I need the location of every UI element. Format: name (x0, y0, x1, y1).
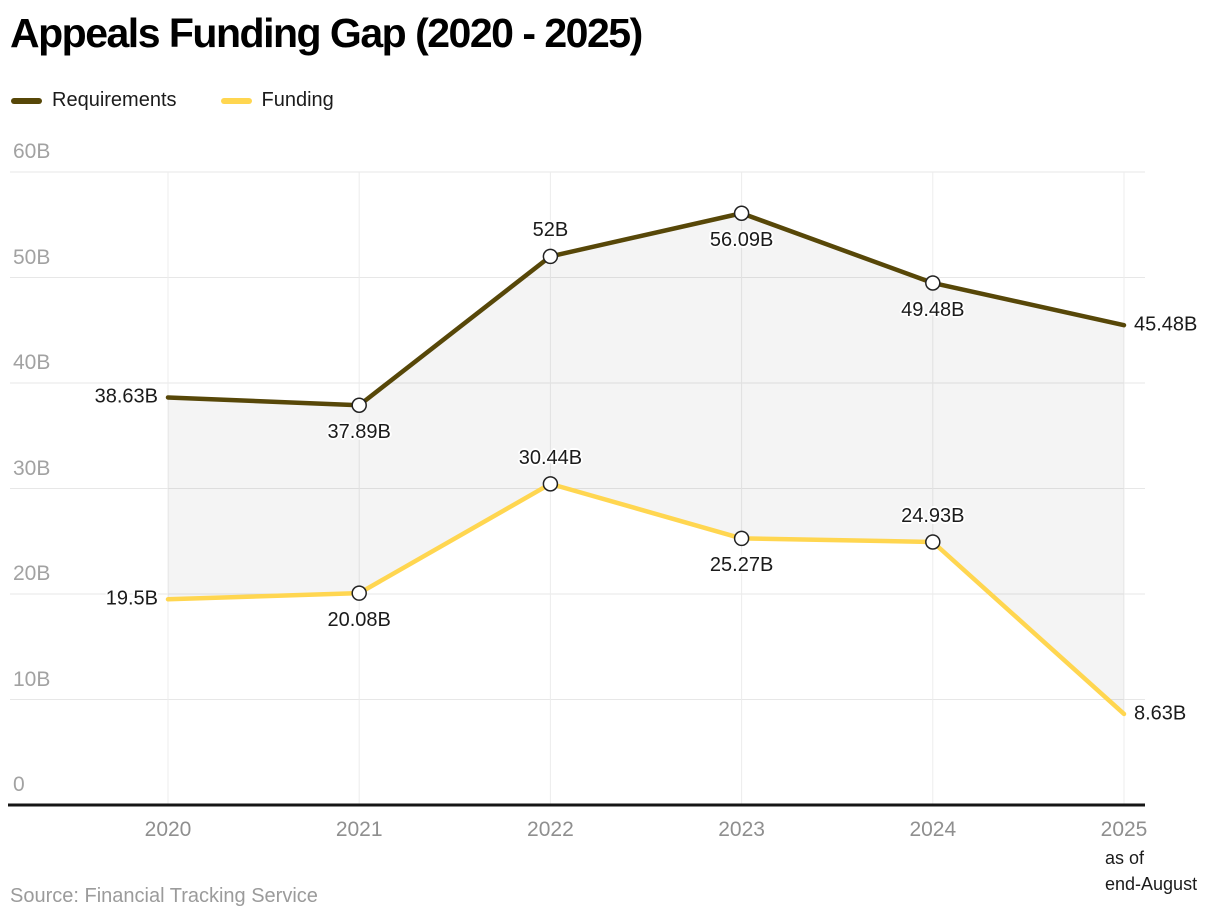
requirements-point-marker[interactable] (351, 397, 367, 414)
legend-item-funding: Funding (220, 89, 334, 112)
legend-label-funding: Funding (261, 89, 334, 111)
source-caption: Source: Financial Tracking Service (10, 885, 318, 907)
funding-gap-area (168, 213, 1124, 714)
page-title: Appeals Funding Gap (2020 - 2025) (10, 10, 643, 56)
legend-item-requirements: Requirements (11, 89, 177, 112)
funding-line-swatch-icon (220, 97, 252, 104)
x-axis-note: as of end-August (1105, 848, 1198, 894)
requirements-point-marker[interactable] (733, 205, 750, 222)
funding-point-marker[interactable] (733, 530, 750, 547)
funding-line (165, 481, 1127, 717)
funding-point-marker[interactable] (351, 585, 367, 601)
requirements-line-swatch-icon (11, 97, 42, 104)
legend-label-requirements: Requirements (52, 89, 177, 111)
requirements-point-marker[interactable] (542, 248, 559, 265)
requirements-line (165, 211, 1127, 408)
funding-point-marker[interactable] (542, 476, 559, 492)
x-axis-line (8, 803, 1145, 807)
funding-point-marker[interactable] (925, 534, 941, 550)
legend: Requirements Funding (11, 89, 334, 112)
requirements-point-marker[interactable] (925, 275, 941, 291)
